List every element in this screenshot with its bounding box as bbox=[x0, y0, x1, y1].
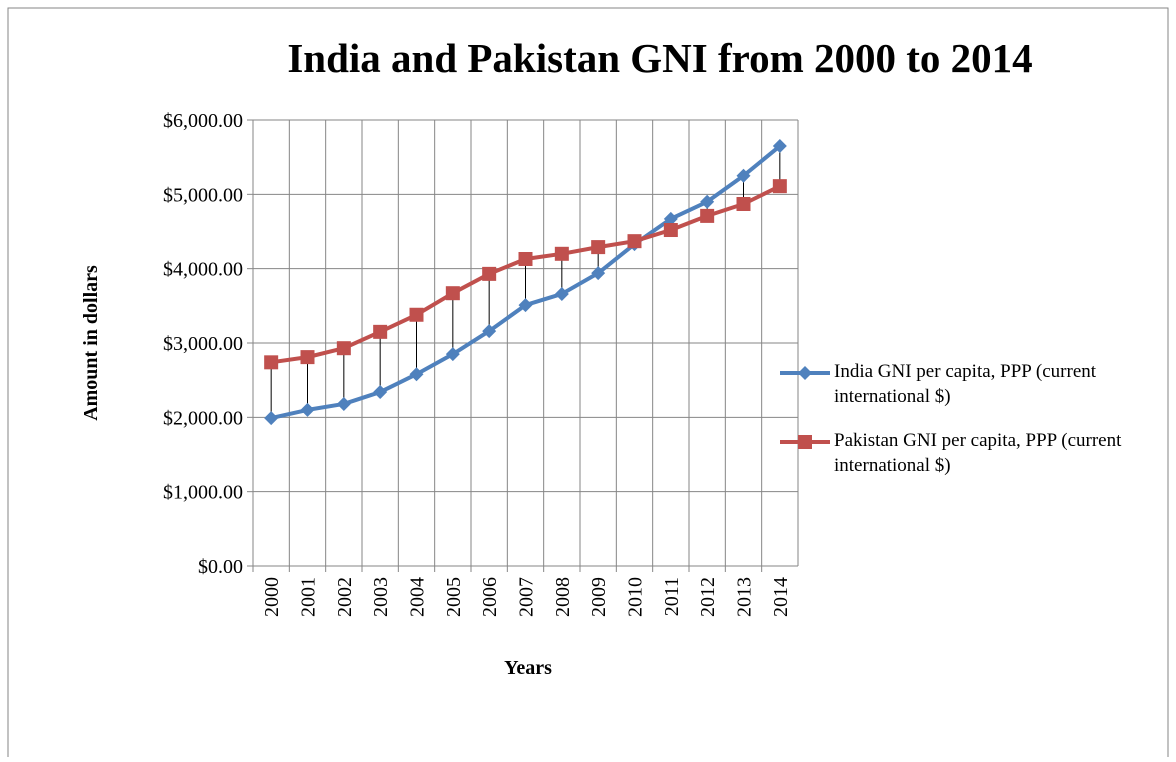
point bbox=[373, 324, 388, 339]
point bbox=[772, 139, 787, 154]
x-tick-label: 2003 bbox=[370, 577, 392, 617]
y-tick-label: $1,000.00 bbox=[163, 482, 243, 504]
x-tick-label: 2009 bbox=[588, 577, 610, 617]
point bbox=[373, 385, 388, 400]
point bbox=[700, 208, 715, 223]
point bbox=[798, 435, 812, 449]
x-tick-label: 2005 bbox=[443, 577, 465, 617]
point bbox=[554, 246, 569, 261]
point bbox=[409, 307, 424, 322]
x-tick-label: 2010 bbox=[625, 577, 647, 617]
point bbox=[482, 266, 497, 281]
x-axis-label: Years bbox=[504, 657, 552, 679]
y-tick-label: $5,000.00 bbox=[163, 184, 243, 206]
point bbox=[663, 223, 678, 238]
point bbox=[663, 211, 678, 226]
point bbox=[482, 324, 497, 339]
point bbox=[445, 286, 460, 301]
point bbox=[591, 266, 606, 281]
point bbox=[554, 286, 569, 301]
point bbox=[591, 240, 606, 255]
point bbox=[627, 234, 642, 249]
point bbox=[700, 194, 715, 209]
y-tick-label: $3,000.00 bbox=[163, 333, 243, 355]
x-tick-label: 2006 bbox=[479, 577, 501, 617]
point bbox=[264, 411, 279, 426]
x-tick-label: 2000 bbox=[261, 577, 283, 617]
y-tick-label: $6,000.00 bbox=[163, 110, 243, 132]
chart-border bbox=[7, 7, 1169, 762]
x-tick-label: 2008 bbox=[552, 577, 574, 617]
point bbox=[798, 366, 812, 380]
point bbox=[409, 367, 424, 382]
x-tick-label: 2014 bbox=[770, 577, 792, 617]
y-tick-label: $2,000.00 bbox=[163, 407, 243, 429]
point bbox=[736, 168, 751, 183]
y-axis-label: Amount in dollars bbox=[80, 265, 102, 421]
point bbox=[518, 252, 533, 267]
point bbox=[264, 355, 279, 370]
point bbox=[518, 298, 533, 313]
point bbox=[336, 396, 351, 411]
legend-label: India GNI per capita, PPP (current inter… bbox=[834, 361, 1097, 407]
x-tick-label: 2011 bbox=[661, 577, 683, 616]
x-tick-label: 2007 bbox=[516, 577, 538, 617]
point bbox=[336, 341, 351, 356]
point bbox=[772, 179, 787, 194]
x-tick-label: 2001 bbox=[298, 577, 320, 617]
point bbox=[300, 402, 315, 417]
point bbox=[736, 196, 751, 211]
x-tick-label: 2012 bbox=[697, 577, 719, 617]
point bbox=[300, 350, 315, 365]
point bbox=[445, 347, 460, 362]
x-tick-label: 2004 bbox=[407, 577, 429, 617]
chart-title: India and Pakistan GNI from 2000 to 2014 bbox=[287, 35, 1032, 81]
y-tick-label: $0.00 bbox=[198, 556, 243, 578]
x-tick-label: 2002 bbox=[334, 577, 356, 617]
legend-label: Pakistan GNI per capita, PPP (current in… bbox=[834, 430, 1122, 476]
x-tick-label: 2013 bbox=[734, 577, 756, 617]
y-tick-label: $4,000.00 bbox=[163, 259, 243, 281]
